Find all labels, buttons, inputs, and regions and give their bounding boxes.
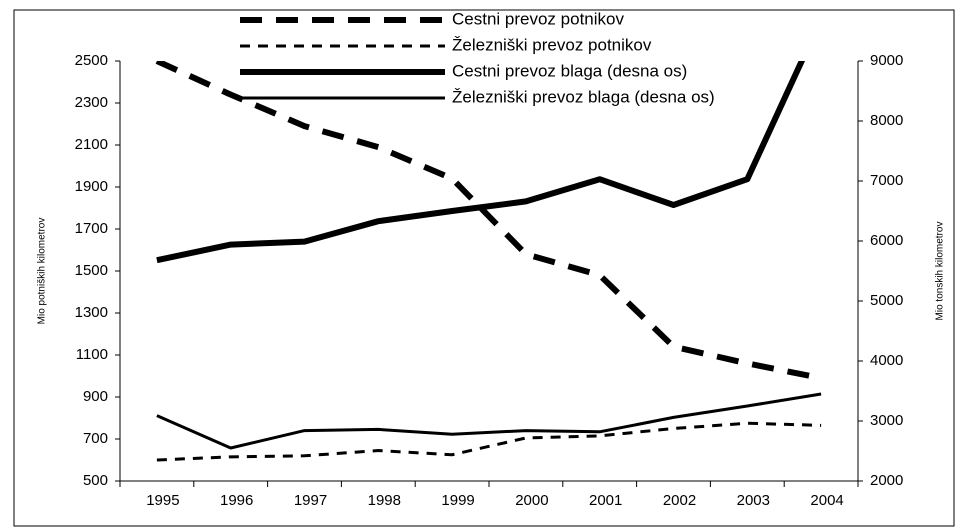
y-tick-label: 1500 [75,262,108,279]
x-tick-label: 2001 [589,492,622,509]
legend-label: Cestni prevoz blaga (desna os) [452,61,687,80]
y2-tick-label: 2000 [870,472,903,489]
y-tick-label: 2500 [75,52,108,69]
y-tick-label: 1700 [75,220,108,237]
x-tick-label: 1999 [441,492,474,509]
y-tick-label: 2300 [75,94,108,111]
legend-label: Železniški prevoz blaga (desna os) [452,87,715,106]
y2-tick-label: 8000 [870,112,903,129]
y2-tick-label: 4000 [870,352,903,369]
x-tick-label: 1995 [146,492,179,509]
series-line [155,61,822,382]
plot-lines [155,61,822,462]
y2-tick-label: 5000 [870,292,903,309]
y-tick-label: 900 [83,388,108,405]
series-line [156,421,822,462]
y-axis-label: Mio potniških kilometrov [37,218,48,325]
legend-label: Cestni prevoz potnikov [452,9,624,28]
y-tick-label: 2100 [75,136,108,153]
x-tick-label: 2000 [515,492,548,509]
chart-frame [13,9,955,527]
series-line [156,392,822,450]
y2-tick-label: 6000 [870,232,903,249]
x-tick-label: 1997 [294,492,327,509]
x-tick-label: 2003 [737,492,770,509]
y-tick-label: 1100 [76,346,108,363]
x-tick-label: 2002 [663,492,696,509]
y-tick-label: 500 [83,472,108,489]
y-tick-label: 1300 [75,304,108,321]
y2-tick-label: 7000 [870,172,903,189]
x-tick-label: 2004 [810,492,843,509]
y-tick-label: 1900 [75,178,108,195]
x-tick-label: 1996 [220,492,253,509]
y2-axis-label: Mio tonskih kilometrov [935,222,946,321]
y-tick-label: 700 [83,430,108,447]
series-line [156,61,806,264]
legend-label: Železniški prevoz potnikov [452,35,652,54]
x-tick-label: 1998 [368,492,401,509]
y2-tick-label: 9000 [870,52,903,69]
y2-tick-label: 3000 [870,412,903,429]
